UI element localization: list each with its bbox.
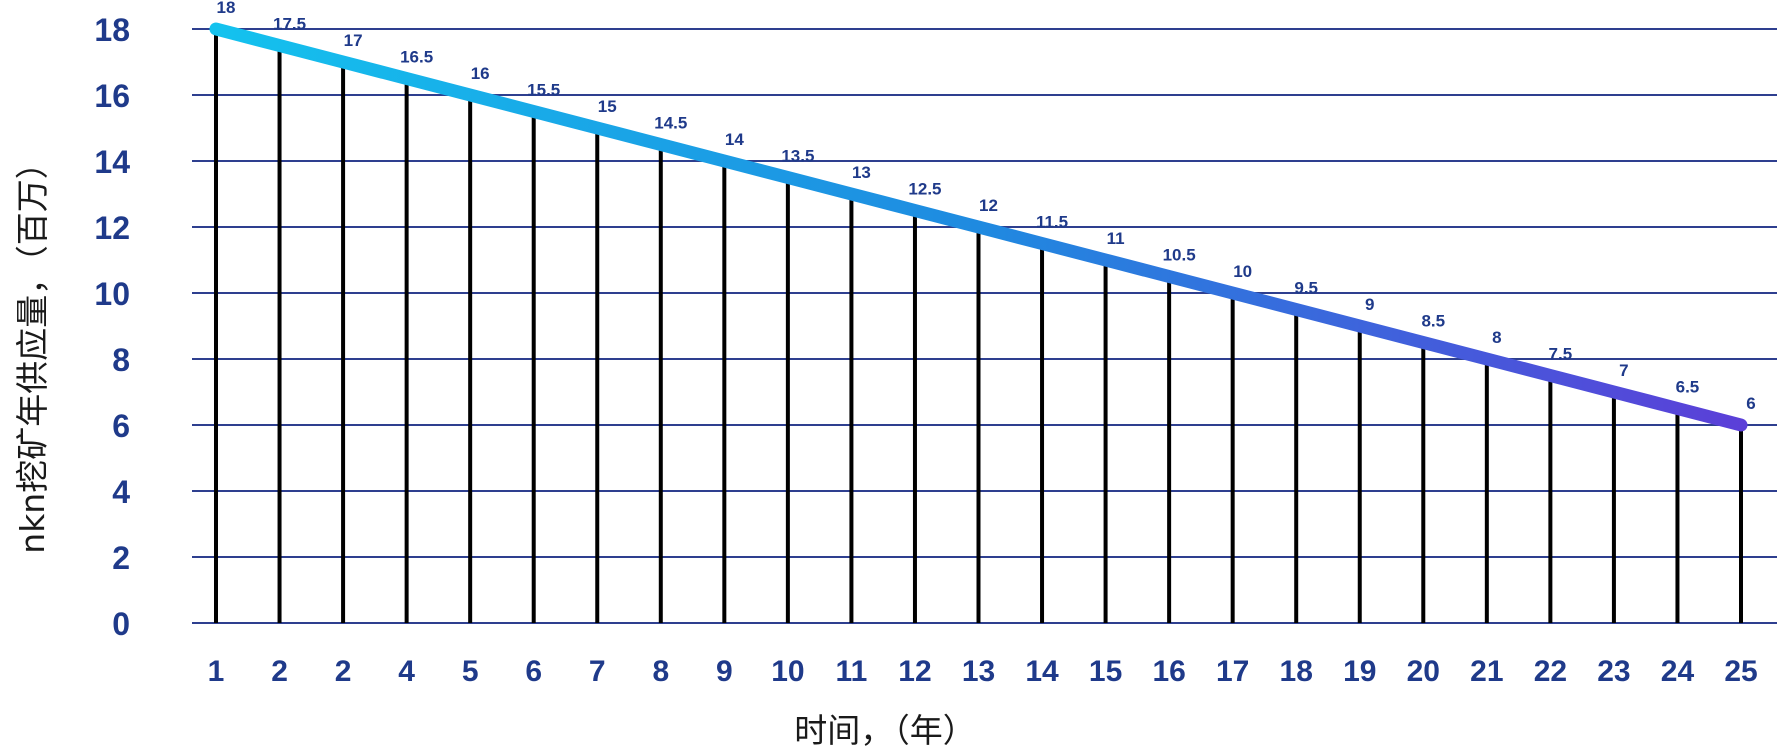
data-label: 12.5: [908, 180, 941, 199]
x-tick-label: 18: [1280, 655, 1313, 688]
y-tick-label: 10: [94, 276, 130, 312]
x-tick-label: 21: [1470, 655, 1503, 688]
x-tick-label: 20: [1407, 655, 1440, 688]
y-tick-label: 16: [94, 78, 130, 114]
x-tick-label: 16: [1152, 655, 1185, 688]
y-tick-label: 18: [94, 12, 130, 48]
data-label: 14.5: [654, 114, 687, 133]
data-label: 8.5: [1421, 312, 1445, 331]
grid-lines: [192, 28, 1777, 624]
data-label: 16: [471, 64, 490, 83]
data-label: 6: [1746, 394, 1755, 413]
series-line-group: [209, 22, 1748, 432]
x-tick-label: 2: [271, 655, 288, 688]
x-tick-label: 14: [1025, 655, 1059, 688]
data-label: 10.5: [1163, 246, 1196, 265]
data-label: 18: [217, 0, 236, 17]
data-label: 9.5: [1294, 279, 1318, 298]
data-label: 13.5: [781, 147, 814, 166]
x-tick-label: 25: [1724, 655, 1757, 688]
x-tick-label: 13: [962, 655, 995, 688]
x-tick-label: 5: [462, 655, 479, 688]
x-tick-label: 10: [771, 655, 804, 688]
data-label: 17.5: [273, 15, 306, 34]
y-tick-label: 0: [112, 606, 130, 642]
x-tick-label: 1: [208, 655, 225, 688]
data-label: 7: [1619, 361, 1628, 380]
y-tick-label: 12: [94, 210, 130, 246]
y-axis-title: nkn挖矿年供应量，（百万）: [13, 146, 52, 553]
x-tick-label: 12: [898, 655, 931, 688]
data-label: 8: [1492, 328, 1501, 347]
y-axis-ticks: 0 2 4 6 8 10 12 14 16 18: [94, 12, 130, 642]
data-label: 11.5: [1036, 213, 1068, 232]
x-axis-title: 时间，（年）: [794, 711, 976, 750]
series-line: [209, 22, 1748, 432]
x-tick-label: 7: [589, 655, 606, 688]
drop-lines: [214, 29, 1743, 623]
data-label: 17: [344, 31, 363, 50]
x-tick-label: 22: [1534, 655, 1567, 688]
data-label: 9: [1365, 295, 1374, 314]
data-label: 6.5: [1676, 378, 1700, 397]
y-tick-label: 2: [112, 540, 130, 576]
data-label: 11: [1107, 229, 1125, 248]
x-tick-label: 4: [398, 655, 415, 688]
x-tick-label: 9: [716, 655, 733, 688]
x-tick-label: 15: [1089, 655, 1122, 688]
data-label: 13: [852, 163, 871, 182]
data-label: 16.5: [400, 48, 433, 67]
x-tick-label: 11: [836, 655, 868, 688]
data-label: 10: [1233, 262, 1252, 281]
x-tick-label: 17: [1216, 655, 1249, 688]
y-tick-label: 6: [112, 408, 130, 444]
x-tick-label: 8: [652, 655, 669, 688]
data-labels: 18 17.5 17 16.5 16 15.5 15 14.5 14 13.5 13 12.5 12 11…: [217, 0, 1756, 413]
y-tick-label: 14: [94, 144, 130, 180]
y-tick-label: 4: [112, 474, 130, 510]
x-tick-label: 23: [1597, 655, 1630, 688]
x-tick-label: 6: [525, 655, 542, 688]
x-tick-label: 19: [1343, 655, 1376, 688]
y-tick-label: 8: [112, 342, 130, 378]
data-label: 15.5: [527, 81, 560, 100]
x-tick-label: 24: [1661, 655, 1695, 688]
data-label: 15: [598, 97, 617, 116]
data-label: 7.5: [1549, 345, 1573, 364]
data-label: 12: [979, 196, 998, 215]
x-axis-ticks: 1 2 2 4 5 6 7 8 9 10 11 12 13 14 15 16 17 18 19 20 21 22 23 24 2…: [208, 655, 1758, 688]
data-label: 14: [725, 130, 744, 149]
x-tick-label: 2: [335, 655, 352, 688]
